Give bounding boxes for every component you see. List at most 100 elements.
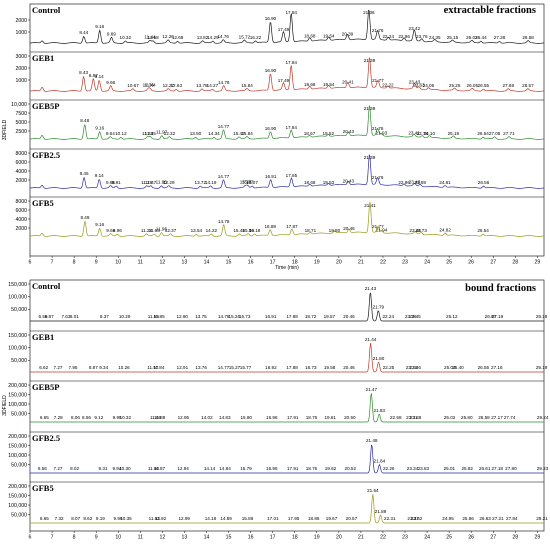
peak-label: 11.87	[154, 466, 166, 471]
x-tick-label: 13	[182, 260, 188, 266]
x-axis-title: Time (min)	[275, 265, 299, 271]
peak-label: 27.71	[503, 131, 515, 136]
peak-label: 24.82	[439, 228, 451, 233]
y-tick-label: 150,000	[8, 282, 27, 288]
peak-label: 17.85	[286, 173, 298, 178]
x-tick-label: 8	[73, 535, 76, 541]
peak-label: 15.27	[229, 365, 241, 370]
peak-label: 26.63	[479, 516, 491, 521]
peak-label: 9.31	[99, 466, 108, 471]
peak-label: 26.55	[478, 83, 490, 88]
x-tick-label: 10	[115, 260, 121, 266]
peak-label: 16.91	[265, 174, 277, 179]
peak-label: 22.22	[382, 83, 394, 88]
peak-label: 22.25	[383, 365, 395, 370]
peak-label: 8.44	[79, 30, 88, 35]
panel-gfb2-5: 2000 4000 6000 8000 GFB2.5 8.45 9.149.659.91 11…	[15, 148, 545, 189]
peak-label: 19.52	[323, 131, 335, 136]
trace-line	[30, 494, 544, 524]
peak-label: 13.50	[190, 131, 202, 136]
peak-label: 23.26	[405, 314, 417, 319]
peak-label: 23.46	[409, 228, 421, 233]
peak-label: 22.24	[383, 314, 395, 319]
y-tick-label: 2000	[15, 226, 27, 232]
y-tick-label: 100,000	[8, 294, 27, 300]
section-title: bound fractions	[465, 283, 536, 294]
peak-label: 19.62	[325, 466, 337, 471]
x-tick-label: 14	[204, 260, 210, 266]
peak-label: 17.84	[285, 10, 297, 15]
series-label: GEB1	[32, 332, 54, 342]
peak-label: 14.29	[207, 35, 219, 40]
y-tick-label: 10,000	[11, 102, 27, 108]
x-tick-label: 11	[138, 260, 143, 266]
peak-label: 8.43	[79, 70, 88, 75]
x-tick-label: 25	[446, 535, 452, 541]
peak-label: 23.42	[409, 26, 421, 31]
y-tick-label: 4000	[15, 169, 27, 175]
peak-label: 22.96	[398, 180, 410, 185]
x-tick-label: 24	[424, 535, 430, 541]
peak-label: 27.21	[492, 516, 504, 521]
peak-label: 6.65	[40, 415, 49, 420]
peak-label: 18.73	[305, 365, 317, 370]
peak-label: 11.28	[141, 228, 153, 233]
x-tick-label: 24	[424, 260, 430, 266]
peak-label: 15.48	[233, 228, 245, 233]
peak-label: 21.47	[366, 387, 378, 392]
chart-section-1: extractable fractions 3DFIELD 1000 2000 Cont…	[2, 3, 545, 271]
peak-label: 21.83	[373, 408, 385, 413]
peak-label: 17.91	[287, 466, 299, 471]
peak-label: 13.72	[195, 180, 207, 185]
y-axis-title: 3DFIELD	[2, 395, 8, 416]
y-tick-label: 8000	[15, 151, 27, 157]
peak-label: 16.90	[265, 68, 277, 73]
peak-label: 20.46	[343, 226, 355, 231]
peak-label: 29.19	[536, 314, 548, 319]
peak-label: 18.76	[306, 466, 318, 471]
trace-line	[29, 9, 545, 44]
peak-label: 27.80	[505, 466, 517, 471]
peak-label: 25.12	[446, 314, 458, 319]
peak-label: 21.76	[372, 126, 384, 131]
panel-geb5p: 2500 5000 7500 10,000 GEB5P 8.48 9.169.64 10.12…	[11, 99, 545, 140]
peak-label: 9.66	[106, 80, 115, 85]
panel-geb1: 1000 2000 3000 GEB1 8.438.879.149.66 10.67 11.…	[15, 51, 545, 92]
peak-label: 21.44	[365, 337, 377, 342]
x-tick-label: 19	[314, 260, 320, 266]
peak-label: 21.41	[364, 203, 376, 208]
peak-label: 26.87	[485, 314, 497, 319]
peak-label: 12.37	[165, 228, 177, 233]
peak-label: 8.02	[70, 466, 79, 471]
peak-label: 21.93	[376, 131, 388, 136]
chart-section-2: bound fractions 3DFIELD 50,000 100,000 150,0…	[2, 279, 549, 541]
y-tick-label: 50,000	[11, 307, 27, 313]
peak-label: 16.18	[249, 228, 261, 233]
peak-label: 23.69	[414, 180, 426, 185]
peak-label: 17.84	[285, 60, 297, 65]
peak-label: 9.19	[96, 516, 105, 521]
x-tick-label: 23	[402, 260, 408, 266]
x-tick-label: 10	[115, 535, 121, 541]
peak-label: 19.54	[323, 82, 335, 87]
trace-line	[30, 343, 544, 373]
peak-label: 17.49	[278, 78, 290, 83]
trace-line	[29, 57, 545, 92]
peak-label: 9.66	[106, 228, 115, 233]
peak-label: 20.46	[343, 365, 355, 370]
peak-label: 10.30	[119, 466, 131, 471]
y-tick-label: 150,000	[8, 493, 27, 499]
series-label: GFB2.5	[32, 150, 60, 160]
peak-label: 6.87	[45, 314, 54, 319]
peak-label: 25.40	[452, 365, 464, 370]
plot-frame	[29, 279, 545, 532]
series-label: GFB5	[32, 483, 54, 493]
peak-label: 27.16	[491, 365, 503, 370]
x-tick-label: 20	[336, 260, 342, 266]
peak-label: 11.58	[148, 35, 160, 40]
peak-label: 19.54	[323, 33, 335, 38]
x-tick-label: 23	[402, 535, 408, 541]
x-tick-label: 15	[226, 535, 232, 541]
peak-label: 26.54	[477, 131, 489, 136]
peak-label: 8.49	[80, 215, 89, 220]
